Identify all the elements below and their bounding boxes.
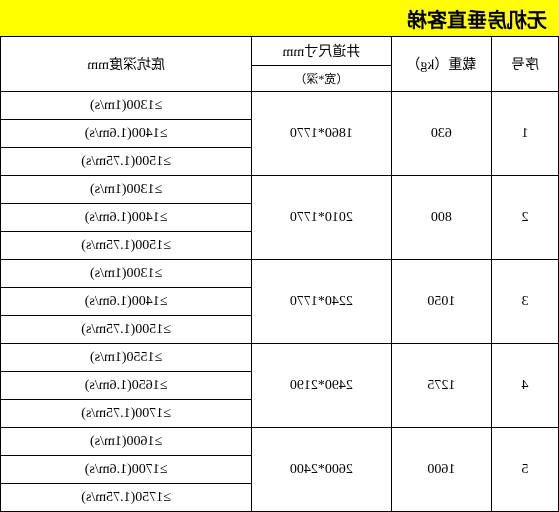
cell-depth: ≥1750(1.75m/s) xyxy=(1,484,252,512)
cell-depth: ≥1500(1.75m/s) xyxy=(1,232,252,260)
cell-depth: ≥1700(1.6m/s) xyxy=(1,456,252,484)
cell-depth: ≥1500(1.75m/s) xyxy=(1,148,252,176)
cell-load: 800 xyxy=(391,176,491,260)
header-depth: 底坑深度mm xyxy=(1,37,252,92)
cell-load: 1275 xyxy=(391,344,491,428)
cell-dim: 2010*1770 xyxy=(252,176,392,260)
spec-table: 序号 载重（kg） 井道尺寸mm 底坑深度mm （宽*深） 16301860*1… xyxy=(0,36,559,512)
cell-load: 630 xyxy=(391,92,491,176)
cell-seq: 4 xyxy=(492,344,559,428)
cell-dim: 2240*1770 xyxy=(252,260,392,344)
table-row: 412752490*2190≥1550(1m/s) xyxy=(1,344,559,372)
cell-depth: ≥1400(1.6m/s) xyxy=(1,204,252,232)
cell-seq: 3 xyxy=(492,260,559,344)
header-dim-sub: （宽*深） xyxy=(252,66,392,92)
cell-dim: 2490*2190 xyxy=(252,344,392,428)
cell-seq: 5 xyxy=(492,428,559,512)
header-dim: 井道尺寸mm xyxy=(252,37,392,66)
cell-depth: ≥1550(1m/s) xyxy=(1,344,252,372)
page-title: 无机房垂直客梯 xyxy=(407,4,547,33)
table-header-row: 序号 载重（kg） 井道尺寸mm 底坑深度mm xyxy=(1,37,559,66)
cell-depth: ≥1400(1.6m/s) xyxy=(1,120,252,148)
cell-depth: ≥1300(1m/s) xyxy=(1,176,252,204)
header-seq: 序号 xyxy=(492,37,559,92)
cell-depth: ≥1500(1.75m/s) xyxy=(1,316,252,344)
cell-seq: 1 xyxy=(492,92,559,176)
cell-depth: ≥1700(1.75m/s) xyxy=(1,400,252,428)
table-row: 516002600*2400≥1600(1m/s) xyxy=(1,428,559,456)
table-row: 28002010*1770≥1300(1m/s) xyxy=(1,176,559,204)
title-bar: 无机房垂直客梯 xyxy=(0,0,559,36)
cell-depth: ≥1650(1.6m/s) xyxy=(1,372,252,400)
table-row: 16301860*1770≥1300(1m/s) xyxy=(1,92,559,120)
cell-load: 1600 xyxy=(391,428,491,512)
cell-dim: 2600*2400 xyxy=(252,428,392,512)
cell-depth: ≥1300(1m/s) xyxy=(1,260,252,288)
table-row: 310502240*1770≥1300(1m/s) xyxy=(1,260,559,288)
cell-load: 1050 xyxy=(391,260,491,344)
cell-depth: ≥1600(1m/s) xyxy=(1,428,252,456)
cell-dim: 1860*1770 xyxy=(252,92,392,176)
header-load: 载重（kg） xyxy=(391,37,491,92)
cell-depth: ≥1400(1.6m/s) xyxy=(1,288,252,316)
cell-seq: 2 xyxy=(492,176,559,260)
cell-depth: ≥1300(1m/s) xyxy=(1,92,252,120)
